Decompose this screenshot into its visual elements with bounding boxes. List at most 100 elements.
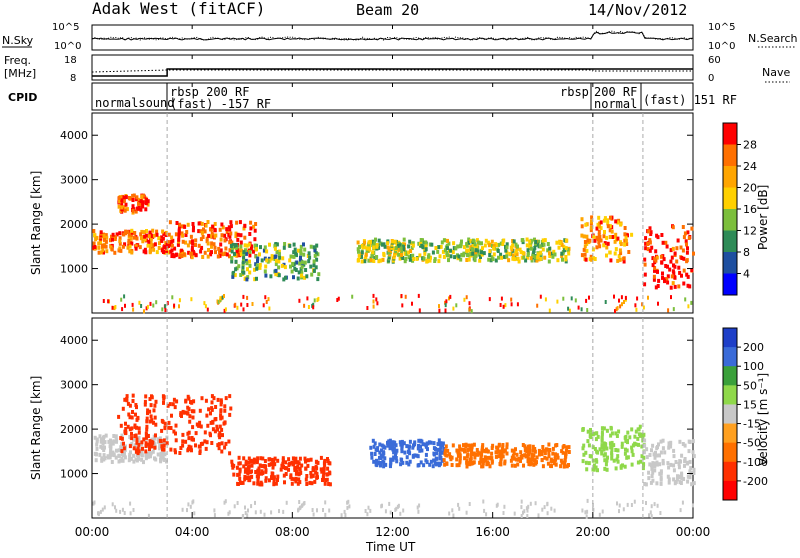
echo-cell-5: [637, 432, 641, 437]
echo-cell-4: [560, 242, 564, 247]
echo-cell-2: [237, 250, 241, 255]
xtick-label: 00:00: [75, 525, 110, 539]
echo-cell-3: [282, 262, 286, 267]
echo-cell-1: [198, 444, 202, 449]
echo-cell-0: [108, 451, 112, 456]
echo-cell-3: [247, 242, 251, 247]
ground-scatter-cell: [366, 512, 369, 517]
echo-cell-3: [255, 276, 258, 281]
echo-cell-4: [539, 250, 543, 255]
echo-cell-4: [522, 463, 525, 468]
echo-cell-2: [252, 481, 256, 486]
echo-cell-2: [171, 252, 175, 257]
echo-cell-5: [613, 251, 617, 256]
echo-cell-0: [123, 242, 127, 247]
echo-cell-0: [117, 448, 121, 453]
echo-cell-4: [480, 250, 483, 255]
echo-cell-5: [606, 241, 610, 246]
echo-cell-0: [109, 245, 113, 250]
echo-cell-1: [135, 448, 138, 453]
echo-cell-4: [541, 238, 545, 243]
ground-scatter-cell: [584, 510, 587, 515]
echo-cell-3: [309, 244, 313, 249]
ytick-label: 1000: [60, 263, 88, 276]
echo-cell-3: [303, 247, 307, 252]
echo-cell-4: [426, 257, 430, 262]
echo-cell-4: [357, 249, 360, 254]
echo-cell-2: [210, 241, 214, 246]
echo-cell-4: [516, 462, 520, 467]
echo-cell-4: [391, 239, 395, 244]
echo-cell-1: [131, 399, 135, 403]
echo-cell-3: [307, 259, 311, 264]
echo-cell-0: [149, 454, 152, 459]
echo-cell-3: [416, 454, 420, 459]
echo-cell-2: [209, 227, 213, 232]
echo-cell-2: [221, 225, 225, 230]
ground-scatter-cell: [213, 508, 216, 513]
echo-cell-5: [638, 424, 642, 429]
echo-cell-1: [135, 195, 139, 200]
echo-cell-4: [556, 455, 560, 460]
ground-scatter-cell: [546, 511, 549, 516]
echo-cell-0: [101, 248, 105, 253]
nave-label: Nave: [762, 66, 790, 79]
echo-cell-1: [184, 399, 188, 404]
echo-cell-0: [99, 250, 103, 255]
echo-cell-2: [235, 253, 239, 258]
echo-cell-4: [447, 241, 451, 246]
echo-cell-4: [360, 243, 364, 248]
ground-scatter-cell: [278, 509, 280, 514]
echo-cell-2: [180, 254, 184, 258]
echo-cell-3: [405, 460, 409, 465]
echo-cell-2: [235, 220, 239, 225]
echo-cell-4: [357, 253, 361, 258]
ground-scatter-cell: [173, 303, 176, 308]
ground-scatter-cell: [223, 500, 226, 505]
echo-cell-5: [614, 232, 618, 237]
echo-cell-0: [165, 242, 169, 247]
echo-cell-4: [560, 254, 564, 259]
echo-cell-4: [551, 446, 555, 451]
echo-cell-2: [258, 482, 262, 487]
echo-cell-2: [321, 474, 325, 479]
echo-cell-0: [121, 244, 125, 249]
ground-scatter-cell: [187, 502, 190, 507]
echo-cell-4: [547, 442, 551, 447]
echo-cell-5: [581, 446, 585, 451]
echo-cell-4: [567, 445, 571, 450]
echo-cell-5: [631, 452, 635, 457]
echo-cell-3: [239, 273, 243, 277]
ground-scatter-cell: [485, 512, 488, 517]
echo-cell-5: [614, 247, 618, 252]
echo-cell-3: [312, 259, 316, 264]
echo-cell-5: [589, 428, 592, 432]
ground-scatter-cell: [614, 309, 616, 314]
echo-cell-6: [671, 246, 675, 251]
echo-cell-0: [127, 458, 131, 463]
echo-cell-4: [549, 463, 553, 468]
echo-cell-3: [245, 243, 249, 248]
echo-cell-4: [444, 444, 448, 449]
echo-cell-0: [128, 249, 132, 254]
echo-cell-6: [651, 263, 655, 268]
echo-cell-2: [177, 227, 181, 232]
echo-cell-6: [667, 465, 671, 470]
echo-cell-5: [602, 426, 606, 431]
echo-cell-5: [590, 257, 594, 262]
echo-cell-0: [129, 450, 132, 455]
echo-cell-5: [581, 459, 585, 464]
echo-cell-5: [623, 238, 627, 243]
echo-cell-5: [616, 258, 620, 263]
ground-scatter-cell: [146, 304, 149, 309]
ground-scatter-cell: [99, 509, 102, 514]
echo-cell-5: [610, 444, 614, 449]
echo-cell-6: [687, 449, 691, 454]
station-title: Adak West (fitACF): [92, 0, 265, 18]
echo-cell-4: [523, 453, 527, 458]
echo-cell-6: [653, 455, 657, 460]
echo-cell-2: [326, 459, 330, 463]
echo-cell-4: [465, 458, 469, 463]
echo-cell-1: [228, 412, 232, 417]
echo-cell-6: [680, 453, 684, 458]
